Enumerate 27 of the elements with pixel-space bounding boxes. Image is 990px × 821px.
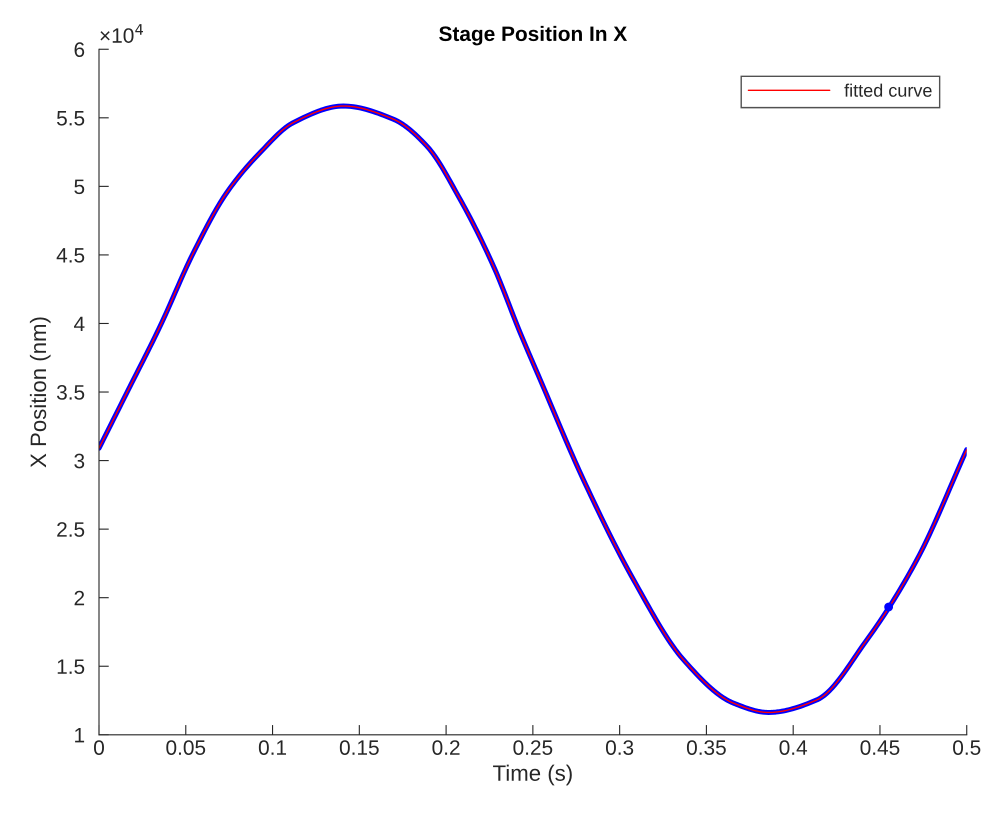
y-tick-label: 1.5 [58,659,84,674]
x-axis-title: Time (s) [493,764,572,786]
y-tick-label: 5.5 [56,111,84,126]
y-tick-label: 1 [75,728,84,742]
legend-label: fitted curve [844,84,932,97]
x-tick-label: 0.1 [258,740,286,755]
text: ×10$^{4}$ [100,24,143,43]
y-tick-label: 4.5 [56,248,84,263]
x-tick-label: 0.5 [953,740,980,755]
x-tick-label: 0.2 [432,740,460,755]
x-tick-label: 0.3 [606,740,634,755]
x-tick-label: 0 [94,740,104,755]
y-tick-label: 3 [74,454,84,468]
x-tick-label: 0.25 [513,740,552,755]
y-tick-label: 4 [74,316,84,332]
x-tick-label: 0.15 [340,740,379,755]
x-tick-label: 0.05 [166,740,206,755]
chart-title: Stage Position In X [439,26,628,46]
x-tick-label: 0.45 [860,740,900,755]
y-tick-label: 5 [74,180,84,194]
x-tick-label: 0.4 [780,740,808,755]
x-tick-label: 0.35 [686,740,726,755]
y-tick-label: 3.5 [56,385,84,400]
y-axis-title: X Position (nm) [30,317,51,468]
y-tick-label: 2.5 [57,522,84,537]
y-tick-label: 6 [74,42,84,58]
y-tick-label: 2 [74,590,84,606]
